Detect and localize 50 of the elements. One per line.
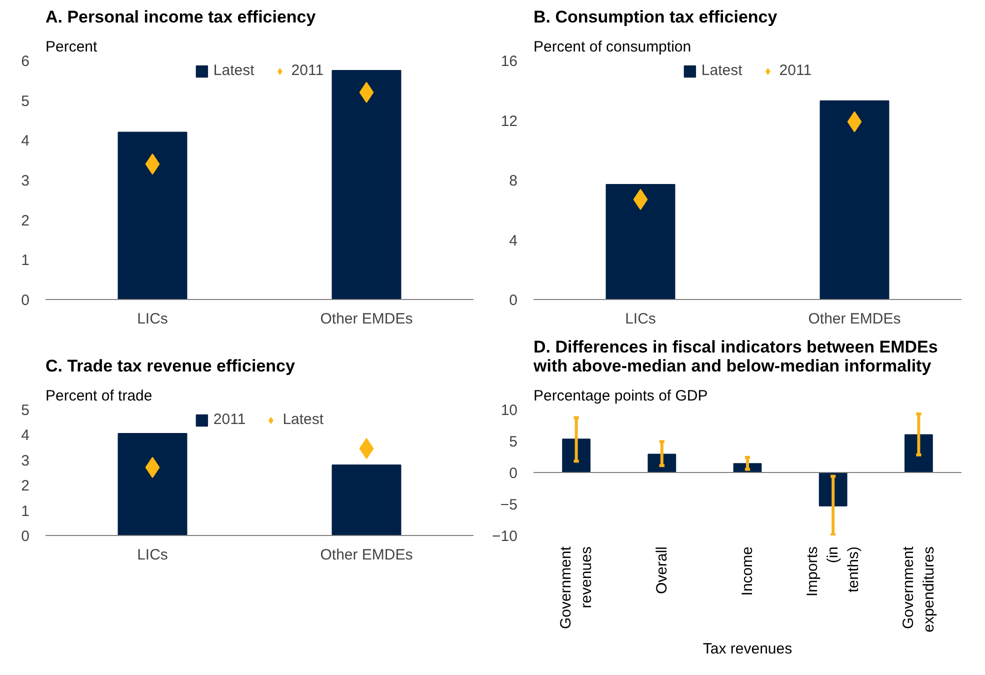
y-tick-label: 5 bbox=[509, 434, 518, 450]
x-tick-label: Overall bbox=[653, 546, 670, 594]
x-tick-label: Other EMDEs bbox=[320, 310, 413, 328]
y-tick-label: −10 bbox=[492, 528, 518, 545]
x-tick-label: LICs bbox=[137, 310, 168, 328]
x-tick-label: Government revenues bbox=[558, 546, 595, 630]
x-tick-label: Other EMDEs bbox=[808, 310, 901, 328]
text: Tax revenues bbox=[702, 640, 792, 658]
x-tick-label: LICs bbox=[625, 310, 656, 328]
y-tick-label: 0 bbox=[21, 292, 30, 309]
legend-label: Latest bbox=[701, 62, 742, 79]
y-tick-label: 10 bbox=[500, 402, 518, 419]
bar bbox=[904, 434, 933, 473]
chart-title: D. Differences in fiscal indicators between EMDEs with above-median and below-median informality bbox=[532, 338, 938, 376]
y-tick-label: 3 bbox=[21, 172, 30, 190]
y-tick-label: 12 bbox=[500, 112, 518, 130]
y-tick-label: 1 bbox=[21, 502, 30, 520]
legend-label: 2011 bbox=[779, 62, 812, 79]
y-axis-title: Percent of trade bbox=[46, 388, 152, 404]
x-tick-label: Imports (in tenths) bbox=[804, 546, 862, 597]
y-axis-title: Percent of consumption bbox=[534, 38, 692, 56]
legend-label: 2011 bbox=[291, 62, 324, 79]
y-tick-label: 2 bbox=[21, 212, 30, 230]
legend-label: Latest bbox=[282, 411, 324, 428]
y-tick-label: 6 bbox=[21, 53, 30, 70]
y-tick-label: 0 bbox=[21, 528, 30, 545]
y-tick-label: 3 bbox=[21, 452, 30, 470]
y-tick-label: 4 bbox=[21, 427, 30, 444]
x-tick-label: Other EMDEs bbox=[320, 546, 413, 564]
y-axis-title: Percentage points of GDP bbox=[534, 388, 708, 404]
x-tick-label: LICs bbox=[137, 546, 168, 564]
x-tick-label: Government expenditures bbox=[900, 546, 938, 632]
y-tick-label: 16 bbox=[500, 53, 518, 70]
y-tick-label: 2 bbox=[21, 478, 30, 495]
y-tick-label: 4 bbox=[509, 232, 518, 250]
legend-label: Latest bbox=[213, 62, 254, 79]
legend-label: 2011 bbox=[213, 411, 246, 428]
y-tick-label: 0 bbox=[509, 465, 518, 482]
y-tick-label: 4 bbox=[21, 132, 30, 150]
y-tick-label: −5 bbox=[500, 496, 518, 514]
y-tick-label: 1 bbox=[21, 252, 30, 270]
y-tick-label: 5 bbox=[21, 402, 30, 419]
y-axis-title: Percent bbox=[46, 38, 98, 56]
y-tick-label: 5 bbox=[21, 92, 30, 110]
chart-title: A. Personal income tax efficiency bbox=[46, 8, 316, 26]
y-tick-label: 8 bbox=[509, 172, 518, 190]
chart-title: C. Trade tax revenue efficiency bbox=[46, 356, 296, 376]
y-tick-label: 0 bbox=[509, 292, 518, 309]
chart-title: B. Consumption tax efficiency bbox=[534, 8, 778, 26]
x-tick-label: Income bbox=[739, 546, 756, 596]
